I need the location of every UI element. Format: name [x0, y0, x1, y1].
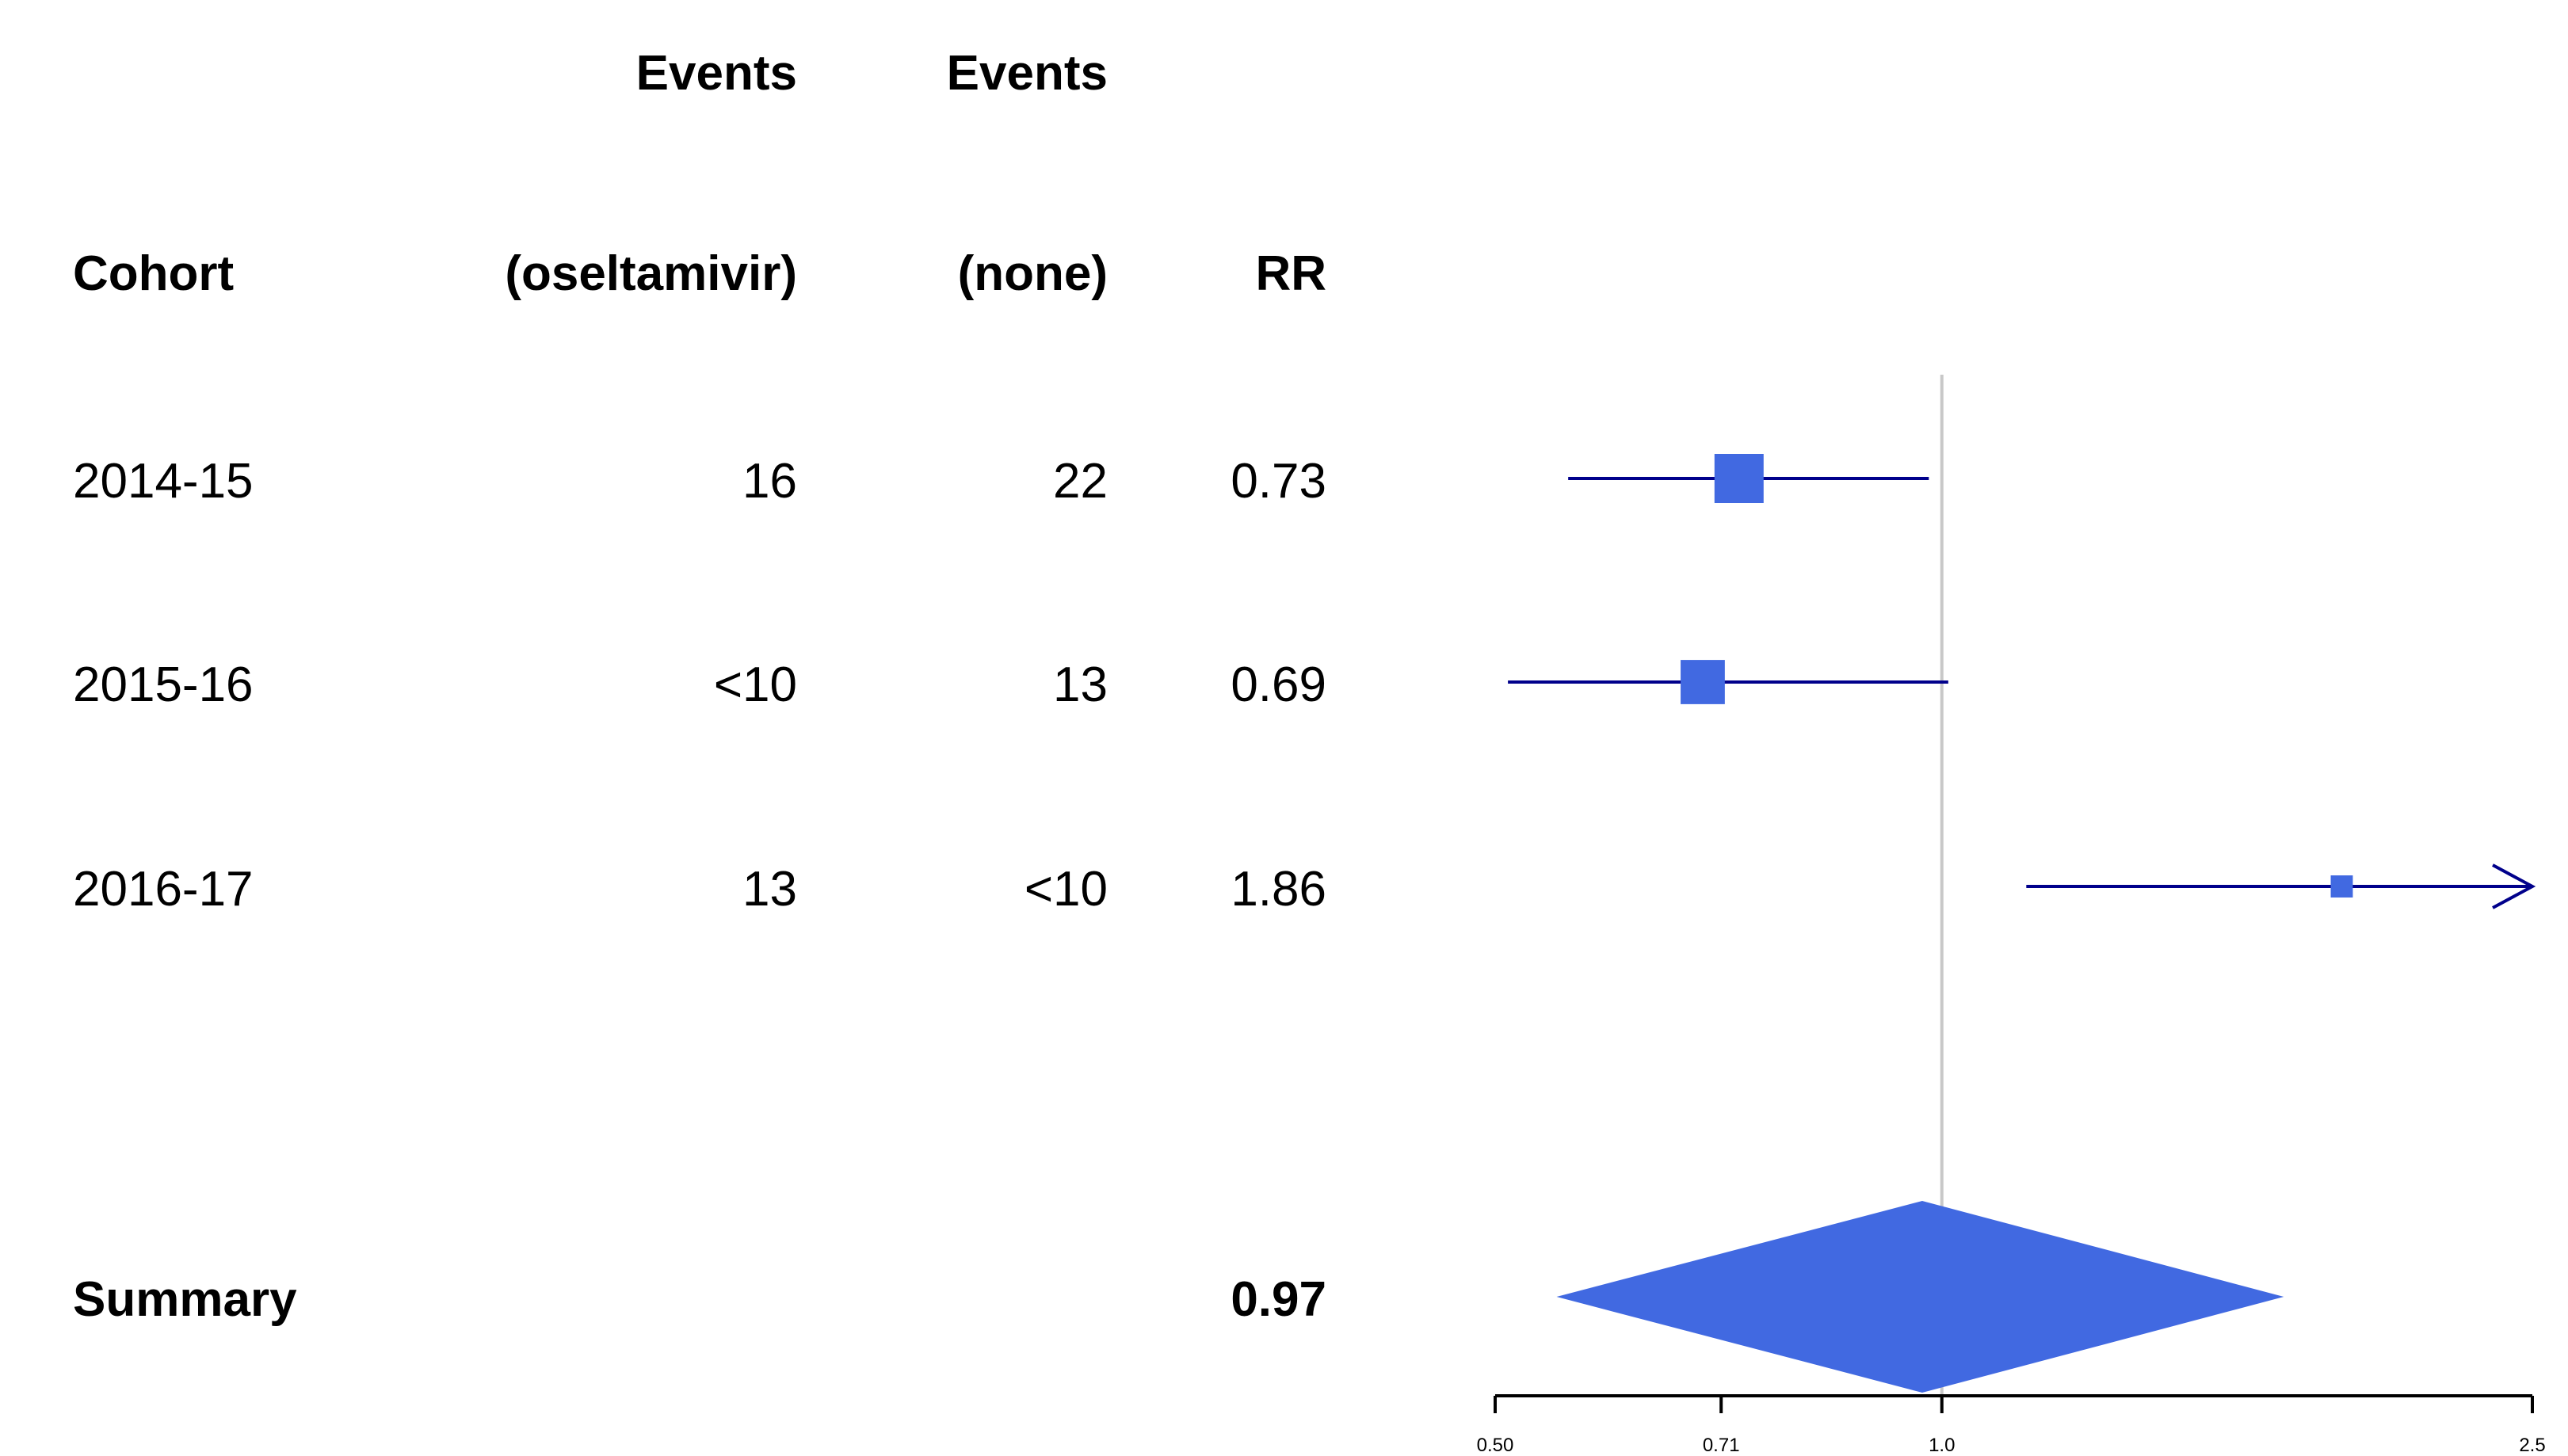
header-rr: RR: [1255, 246, 1326, 301]
point-estimate-box: [1714, 454, 1764, 503]
header-events-treated-top: Events: [635, 46, 797, 101]
x-tick-label: 2.5: [2519, 1435, 2545, 1456]
row-events-none: <10: [1024, 862, 1108, 917]
row-cohort: 2016-17: [73, 862, 254, 917]
ci-arrow: [2492, 863, 2536, 909]
row-events-treated: 13: [742, 862, 797, 917]
header-events-treated: (oseltamivir): [505, 246, 797, 301]
row-events-treated: 16: [742, 454, 797, 509]
row-events-treated: <10: [713, 657, 797, 712]
row-events-none: 13: [1053, 657, 1108, 712]
row-cohort: 2015-16: [73, 657, 254, 712]
x-tick-label: 0.71: [1703, 1435, 1740, 1456]
row-rr: 1.86: [1231, 862, 1326, 917]
point-estimate-box: [1681, 660, 1725, 704]
summary-rr: 0.97: [1231, 1272, 1326, 1327]
header-events-none: (none): [957, 246, 1108, 301]
point-estimate-box: [2330, 875, 2353, 898]
header-cohort: Cohort: [73, 246, 235, 301]
summary-diamond: [1556, 1201, 2284, 1393]
row-rr: 0.73: [1231, 454, 1326, 509]
row-rr: 0.69: [1231, 657, 1326, 712]
row-events-none: 22: [1053, 454, 1108, 509]
summary-label: Summary: [73, 1272, 297, 1327]
header-events-none-top: Events: [946, 46, 1108, 101]
x-tick-label: 1.0: [1929, 1435, 1955, 1456]
x-tick-label: 0.50: [1477, 1435, 1514, 1456]
row-cohort: 2014-15: [73, 454, 254, 509]
